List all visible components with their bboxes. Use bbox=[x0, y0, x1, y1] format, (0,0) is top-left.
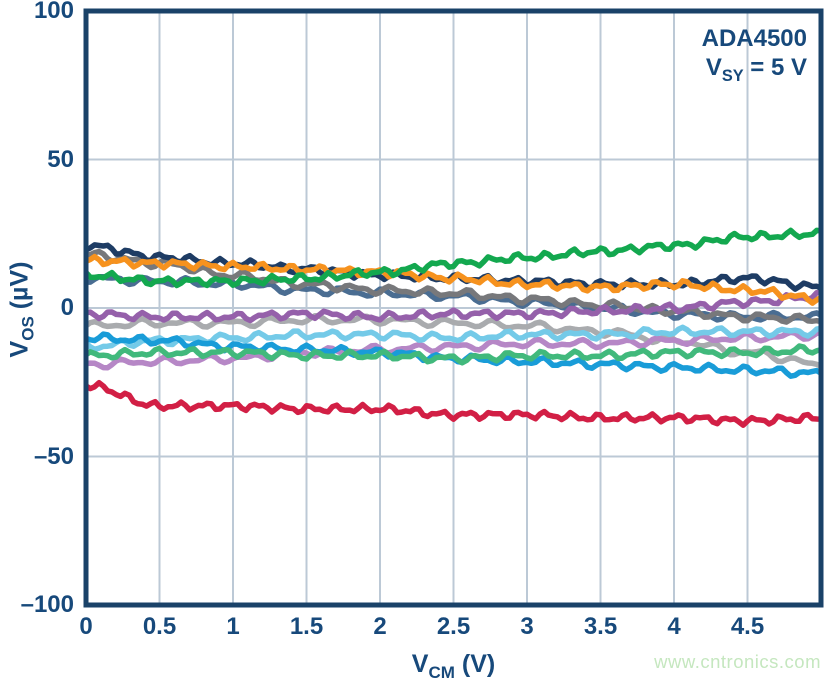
y-tick-label: –50 bbox=[33, 442, 74, 470]
plot-border bbox=[83, 8, 824, 608]
series-line-unit-red bbox=[88, 379, 819, 428]
x-axis-title: VCM (V) bbox=[0, 650, 835, 682]
x-tick-label: 4.5 bbox=[730, 613, 765, 640]
series-line-unit-gray bbox=[88, 248, 819, 325]
x-tick-label: 0 bbox=[79, 613, 93, 640]
x-tick-label: 3 bbox=[520, 613, 534, 640]
x-tick-label: 1 bbox=[226, 613, 240, 640]
series-line-unit-purple bbox=[88, 289, 819, 324]
y-tick-label: 100 bbox=[33, 0, 74, 24]
watermark-text: www.cntronics.com bbox=[654, 651, 821, 672]
y-axis-symbol: V bbox=[5, 340, 34, 358]
series-line-unit-orange bbox=[88, 253, 819, 306]
y-axis-unit: (µV) bbox=[5, 261, 34, 317]
chart-annotation: ADA4500 VSY = 5 V bbox=[701, 24, 807, 85]
x-axis-unit: (V) bbox=[454, 650, 496, 678]
y-tick-label: 0 bbox=[60, 294, 74, 321]
x-axis-subscript: CM bbox=[428, 663, 455, 682]
x-tick-label: 3.5 bbox=[583, 613, 618, 640]
y-axis-subscript: OS bbox=[18, 316, 38, 341]
series-line-unit-mediumgreen bbox=[88, 343, 819, 366]
series-lines bbox=[88, 227, 819, 428]
x-tick-label: 2.5 bbox=[436, 613, 471, 640]
x-axis-symbol: V bbox=[411, 650, 429, 678]
part-number-label: ADA4500 bbox=[701, 25, 807, 52]
y-tick-label: 50 bbox=[47, 145, 74, 173]
x-tick-label: 1.5 bbox=[289, 613, 324, 640]
series-line-unit-lightgray bbox=[88, 312, 819, 369]
x-tick-label: 0.5 bbox=[142, 613, 177, 640]
supply-voltage-label: VSY = 5 V bbox=[705, 54, 807, 85]
y-axis-title: VOS (µV) bbox=[5, 200, 38, 420]
x-tick-label: 4 bbox=[667, 613, 681, 640]
series-line-unit-green bbox=[88, 227, 819, 289]
y-tick-label: –100 bbox=[20, 591, 74, 618]
x-tick-label: 2 bbox=[373, 613, 387, 640]
